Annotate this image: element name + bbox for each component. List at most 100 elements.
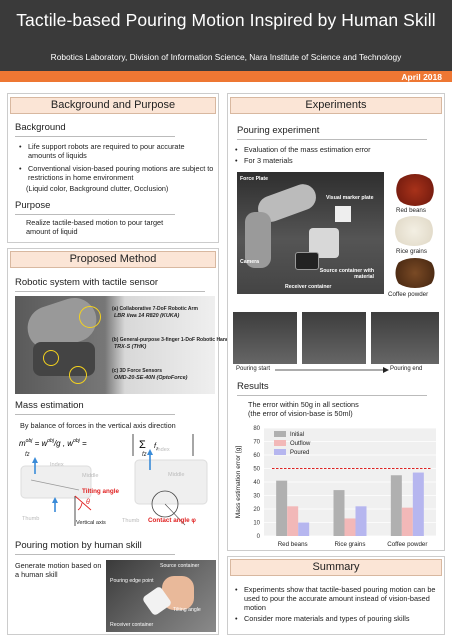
photo-label-edge: Pouring edge point: [110, 578, 154, 584]
chart-xtick-label: Rice grains: [335, 541, 366, 548]
robot-label-c-name: (c) 3D Force Sensors: [112, 368, 163, 374]
purpose-text: Realize tactile-based motion to pour tar…: [26, 218, 164, 236]
svg-text:fz: fz: [154, 443, 159, 451]
label-tilting-angle: Tilting angle: [82, 488, 119, 495]
setup-label-camera: Camera: [240, 259, 260, 265]
setup-label-marker: Visual marker plate: [326, 195, 374, 201]
robot-title: Robotic system with tactile sensor: [15, 277, 159, 288]
background-bullet-1: Life support robots are required to pour…: [19, 142, 208, 160]
robot-label-b-model: TRX-S (THK): [114, 344, 147, 350]
sequence-end-label: Pouring end: [390, 366, 423, 372]
human-pouring-photo: [106, 560, 216, 632]
chart-bar: [276, 480, 288, 536]
photo-label-tilt: Tilting angle: [173, 607, 201, 613]
experiment-bullet-1: Evaluation of the mass estimation error: [235, 145, 434, 154]
label-theta: θ: [86, 499, 90, 506]
purpose-underline: [15, 214, 175, 215]
robot-label-a-model: LBR iiwa 14 R820 (KUKA): [114, 313, 180, 319]
chart-legend-label: Initial: [290, 432, 304, 438]
date-bar: April 2018: [0, 71, 452, 82]
robot-photo: [15, 296, 215, 394]
purpose-title: Purpose: [15, 200, 51, 211]
chart-bar: [298, 522, 310, 536]
background-bullet-2: Conventional vision-based pouring motion…: [19, 164, 216, 182]
chart-bar: [287, 506, 299, 536]
label-middle-right: Middle: [168, 472, 185, 478]
poster-date: April 2018: [401, 72, 442, 82]
summary-heading: Summary: [230, 559, 442, 576]
sequence-frame-2: [302, 312, 366, 364]
sensor-highlight-b: [43, 350, 59, 366]
summary-bullet-1: Experiments show that tactile-based pour…: [235, 585, 440, 612]
sensor-highlight-a: [79, 306, 101, 328]
robot-underline: [15, 291, 205, 292]
chart-ytick-label: 80: [253, 426, 260, 432]
background-title: Background: [15, 122, 66, 133]
poster-header: Tactile-based Pouring Motion Inspired by…: [0, 0, 452, 82]
label-index-left: Index: [50, 462, 64, 468]
results-text-2: (the error of vision-base is 50ml): [248, 409, 353, 418]
chart-ytick-label: 70: [253, 440, 260, 446]
chart-xtick-label: Coffee powder: [387, 541, 427, 548]
setup-arm-base: [245, 212, 271, 268]
chart-legend-swatch: [274, 431, 286, 437]
material-rice-grains: Rice grains: [396, 248, 427, 255]
summary-bullet-2: Consider more materials and types of pou…: [235, 614, 440, 623]
label-middle-left: Middle: [82, 473, 99, 479]
setup-label-receiver: Receiver container: [285, 284, 332, 290]
photo-label-source: Source container: [160, 563, 200, 569]
pouring-skill-underline: [15, 554, 175, 555]
chart-bar: [355, 506, 367, 536]
mass-underline: [15, 414, 175, 415]
sequence-start-label: Pouring start: [236, 366, 271, 372]
label-fz-right: fz: [142, 452, 147, 458]
robot-label-c-model: OMD-20-SE-40N (OptoForce): [114, 375, 188, 381]
mass-equation: mobj = wobj/g , wobj =: [19, 438, 87, 448]
chart-legend-swatch: [274, 440, 286, 446]
mass-text: By balance of forces in the vertical axi…: [20, 421, 176, 430]
chart-bar: [344, 518, 356, 536]
rice-grains-image: [392, 216, 436, 246]
results-bar-chart: 0 10 20 30 40 50 60 70 80 Mass estimation error […: [235, 426, 436, 548]
chart-ytick-label: 40: [253, 480, 260, 486]
material-red-beans: Red beans: [396, 207, 426, 214]
robot-label-b-name: (b) General-purpose 3-finger 1-DoF Robot…: [112, 337, 229, 343]
background-underline: [15, 136, 175, 137]
sequence-frame-1: [233, 312, 297, 364]
label-index-right: Index: [156, 447, 170, 453]
chart-bar: [333, 490, 345, 536]
chart-xtick-label: Red beans: [278, 541, 308, 548]
setup-marker-plate: [335, 206, 351, 222]
chart-ytick-label: 50: [253, 467, 260, 473]
label-contact-angle: Contact angle φ: [148, 517, 196, 524]
chart-bar: [412, 472, 424, 536]
sequence-arrow: [275, 367, 389, 373]
setup-receiver: [295, 252, 319, 270]
label-vertical-axis: Vertical axis: [76, 520, 106, 526]
chart-ytick-label: 10: [253, 521, 260, 527]
pouring-experiment-title: Pouring experiment: [237, 125, 320, 136]
pouring-skill-title: Pouring motion by human skill: [15, 540, 142, 551]
chart-ytick-label: 20: [253, 507, 260, 513]
red-beans-image: [394, 174, 436, 206]
sequence-frame-3: [371, 312, 439, 364]
results-title: Results: [237, 381, 269, 392]
chart-ytick-label: 30: [253, 494, 260, 500]
chart-legend-swatch: [274, 449, 286, 455]
mass-estimation-diagram: mobj = wobj/g , wobj = Σ fz: [19, 434, 208, 526]
mass-title: Mass estimation: [15, 400, 84, 411]
label-thumb-left: Thumb: [22, 516, 40, 522]
chart-ylabel: Mass estimation error [g]: [235, 446, 242, 519]
setup-label-source: Source container with material: [319, 268, 374, 280]
setup-label-force: Force Plate: [240, 176, 268, 182]
material-coffee-powder: Coffee powder: [388, 291, 429, 298]
pouring-experiment-underline: [237, 139, 427, 140]
experiments-heading: Experiments: [230, 97, 442, 114]
background-heading: Background and Purpose: [10, 97, 216, 114]
photo-label-receiver: Receiver container: [110, 622, 154, 628]
experiment-setup-photo: [237, 172, 384, 294]
chart-bar: [390, 475, 402, 536]
chart-bar: [401, 507, 413, 536]
chart-ytick-label: 0: [257, 534, 261, 540]
sensor-highlight-c: [69, 366, 87, 384]
